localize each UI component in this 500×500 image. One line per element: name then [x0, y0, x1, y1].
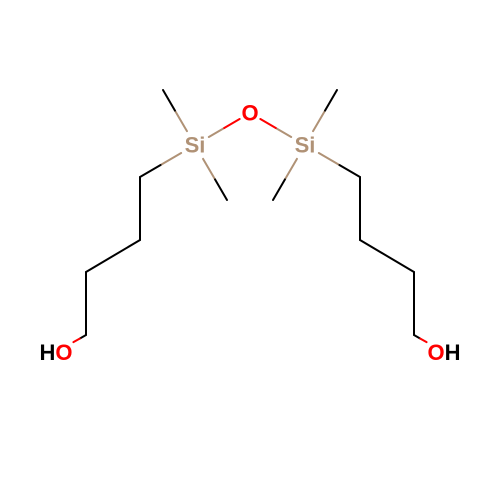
- atom-label: HO: [39, 340, 72, 365]
- bond-half: [313, 111, 325, 132]
- bond-half: [339, 165, 360, 177]
- bond-half: [224, 119, 239, 128]
- bond-half: [276, 128, 291, 137]
- molecule-diagram: O Si Si HO OH: [0, 0, 500, 500]
- bond-half: [215, 179, 227, 200]
- bond-half: [414, 335, 420, 339]
- bond-half: [319, 153, 340, 165]
- bond-half: [420, 339, 426, 343]
- bond-half: [80, 335, 86, 339]
- atom-label: O: [241, 101, 258, 126]
- atom-label: OH: [427, 340, 460, 365]
- bond-half: [325, 90, 337, 111]
- bond-half: [273, 179, 285, 200]
- bond-half: [161, 153, 182, 165]
- bond-half: [73, 339, 79, 343]
- bond-half: [285, 159, 297, 180]
- bond-half: [175, 111, 187, 132]
- bond-half: [260, 119, 275, 128]
- atom-label: Si: [185, 133, 206, 158]
- bond-half: [203, 159, 215, 180]
- bond-half: [163, 90, 175, 111]
- bond: [86, 240, 140, 272]
- bond: [360, 240, 414, 272]
- atom-label: Si: [295, 133, 316, 158]
- bond-half: [140, 165, 161, 177]
- bond-half: [209, 128, 224, 137]
